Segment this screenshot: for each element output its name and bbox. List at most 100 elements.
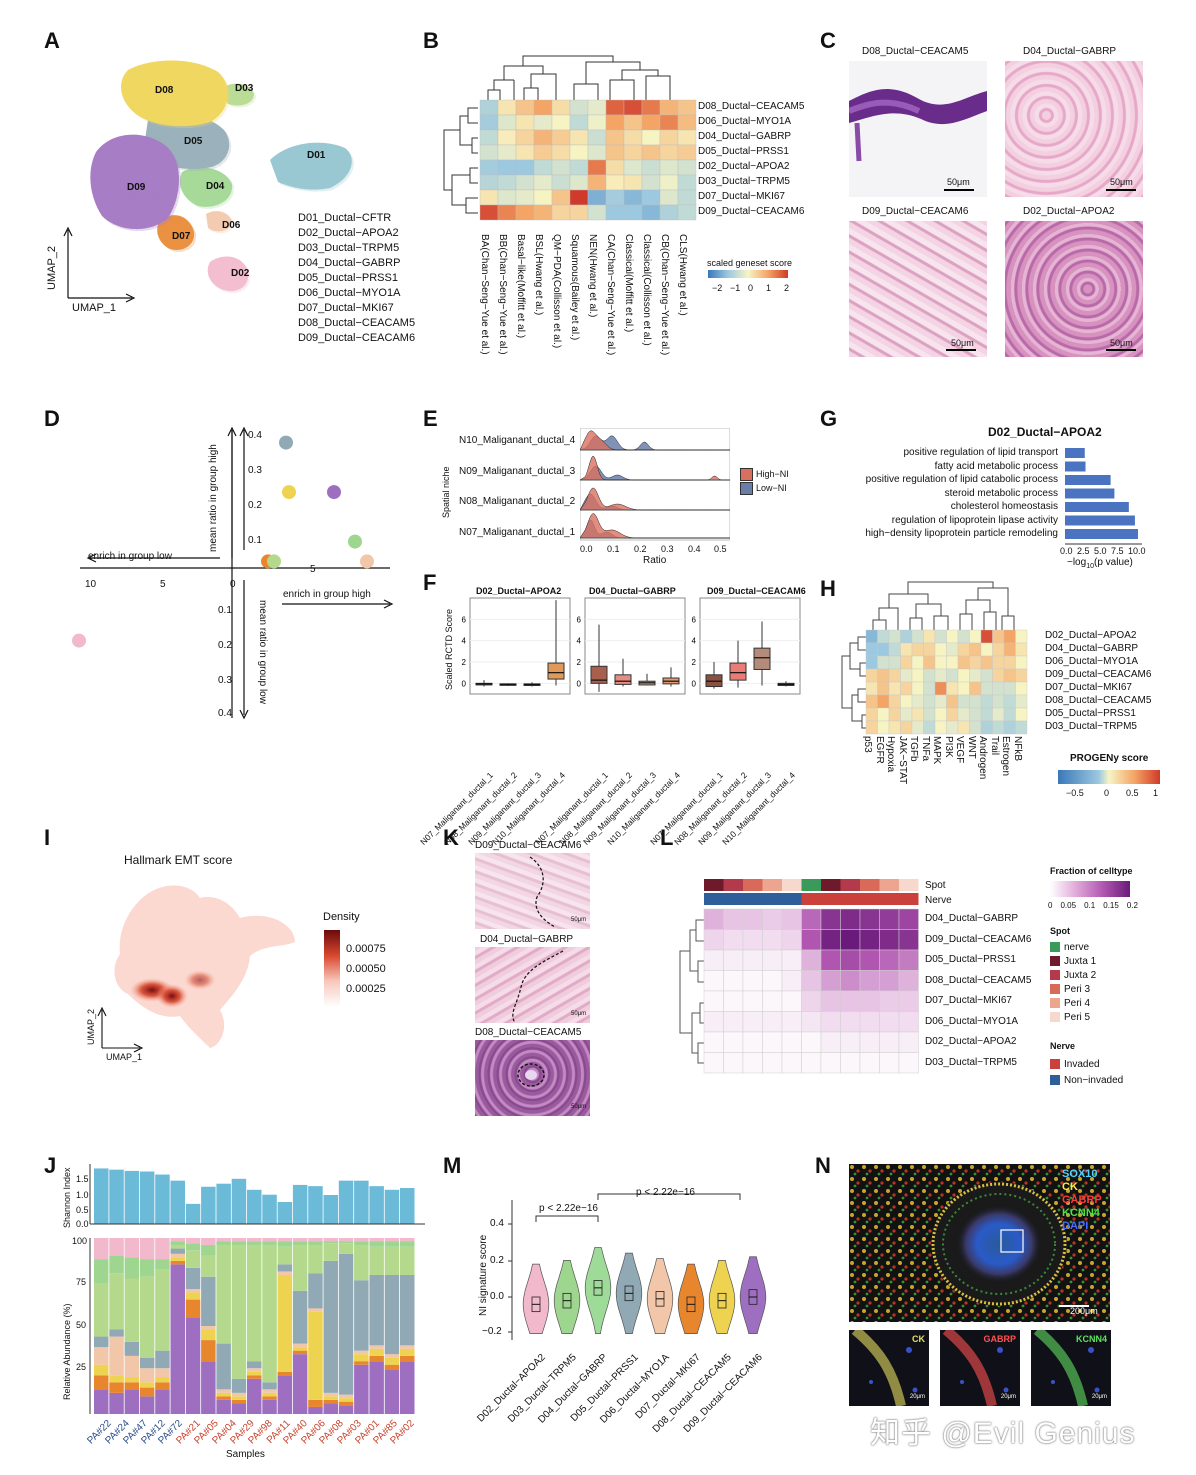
cluster-label: D09 xyxy=(127,182,146,193)
fraction-cell xyxy=(762,1052,783,1074)
heatmap-col-label: BSL(Hwang et al.) xyxy=(533,234,544,316)
go-bar xyxy=(1065,529,1138,539)
heatmap-cell xyxy=(587,174,607,191)
shannon-bar xyxy=(338,1180,354,1224)
heatmap-cell xyxy=(641,144,661,161)
abundance-segment xyxy=(369,1355,384,1362)
emt-density-umap xyxy=(97,885,295,1053)
abundance-segment xyxy=(338,1398,354,1402)
if-inset-label: CK xyxy=(912,1334,925,1344)
fraction-cell xyxy=(781,1052,802,1074)
progeny-cell xyxy=(957,642,970,657)
heatmap-cell xyxy=(515,129,535,146)
box-ytick: 2 xyxy=(577,658,582,667)
go-term-label: regulation of lipoprotein lipase activit… xyxy=(891,514,1058,526)
heatmap-cell xyxy=(605,204,625,221)
abundance-segment xyxy=(155,1382,170,1390)
progeny-cell xyxy=(946,668,959,683)
fraction-cell xyxy=(801,949,822,971)
abundance-segment xyxy=(247,1241,262,1246)
violin xyxy=(739,1256,767,1334)
abundance-segment xyxy=(277,1264,293,1272)
abundance-segment xyxy=(155,1259,170,1270)
abundance-segment xyxy=(185,1299,201,1318)
go-xtick: 10.0 xyxy=(1128,546,1146,556)
histology-image-k xyxy=(475,1040,590,1116)
progeny-cell xyxy=(900,655,913,670)
heatmap-cell xyxy=(641,189,661,206)
panel-letter-n: N xyxy=(815,1153,831,1178)
nerve-annotation-cell xyxy=(840,893,860,905)
heatmap-cell xyxy=(641,204,661,221)
fraction-cell xyxy=(898,908,919,930)
heatmap-cell xyxy=(569,114,589,131)
abundance-segment xyxy=(155,1368,170,1378)
ridge-high-ni xyxy=(580,487,730,511)
heatmap-cell xyxy=(533,159,553,176)
abundance-segment xyxy=(400,1241,415,1247)
box-panel-frame xyxy=(469,597,571,695)
progeny-cell xyxy=(992,655,1005,670)
abundance-segment xyxy=(124,1377,140,1383)
heatmap-cell xyxy=(569,129,589,146)
go-bar xyxy=(1065,475,1111,485)
abundance-segment xyxy=(170,1264,185,1414)
abundance-segment xyxy=(262,1392,277,1397)
nerve-annotation-cell xyxy=(762,893,782,905)
fraction-cell xyxy=(820,1011,841,1033)
enrichment-bubble xyxy=(360,554,374,569)
box-ytick: 6 xyxy=(462,615,467,624)
xtick-d: 5 xyxy=(310,564,316,575)
abundance-segment xyxy=(369,1274,384,1346)
heatmap-cell xyxy=(533,129,553,146)
abundance-segment xyxy=(170,1260,185,1265)
violin xyxy=(553,1260,581,1334)
fraction-row-label: D07_Ductal−MKI67 xyxy=(925,995,1012,1006)
fraction-cell xyxy=(801,1011,822,1033)
progeny-cell xyxy=(946,655,959,670)
spot-swatch xyxy=(1050,956,1060,966)
abundance-segment xyxy=(231,1245,247,1379)
progeny-cell xyxy=(865,629,878,644)
heatmap-cell xyxy=(587,159,607,176)
ytick-j: 0.0 xyxy=(76,1219,89,1229)
abundance-segment xyxy=(292,1343,308,1348)
fraction-cell xyxy=(801,970,822,992)
heatmap-cell xyxy=(533,189,553,206)
spot-legend-item: Peri 3 xyxy=(1050,982,1096,996)
abundance-segment xyxy=(201,1245,216,1256)
abundance-segment xyxy=(308,1399,323,1407)
abundance-segment xyxy=(155,1377,170,1383)
histology-image xyxy=(849,61,987,197)
progeny-cell xyxy=(888,720,901,735)
spot-legend-title: Spot xyxy=(1050,926,1070,936)
progeny-cell xyxy=(888,707,901,722)
abundance-segment xyxy=(384,1274,400,1355)
fraction-cell xyxy=(723,949,744,971)
histology-image xyxy=(1005,61,1143,197)
panel-letter-b: B xyxy=(423,28,439,53)
fraction-cell xyxy=(742,1052,763,1074)
enrichment-bubble xyxy=(279,435,293,450)
xtick-d: 5 xyxy=(160,579,166,590)
abundance-segment xyxy=(170,1241,185,1246)
fraction-cell xyxy=(859,929,880,951)
heatmap-cell xyxy=(497,144,517,161)
heatmap-col-label: Squamous(Bailey et al.) xyxy=(569,234,580,341)
fraction-cell xyxy=(898,990,919,1012)
heatmap-cell xyxy=(497,204,517,221)
scale-bar xyxy=(1106,349,1136,351)
nerve-legend-item: Non−invaded xyxy=(1050,1072,1123,1088)
abundance-segment xyxy=(109,1329,124,1337)
abundance-segment xyxy=(109,1255,124,1274)
fraction-cell xyxy=(762,929,783,951)
fraction-row-label: D05_Ductal−PRSS1 xyxy=(925,954,1016,965)
abundance-segment xyxy=(369,1348,384,1356)
progeny-cell xyxy=(957,707,970,722)
shannon-bar xyxy=(354,1180,369,1224)
fraction-cell xyxy=(703,929,724,951)
heatmap-cell xyxy=(569,159,589,176)
abundance-segment xyxy=(109,1392,124,1414)
progeny-cell xyxy=(969,681,982,696)
ridge-row-label: N09_Maliganant_ductal_3 xyxy=(459,466,576,477)
